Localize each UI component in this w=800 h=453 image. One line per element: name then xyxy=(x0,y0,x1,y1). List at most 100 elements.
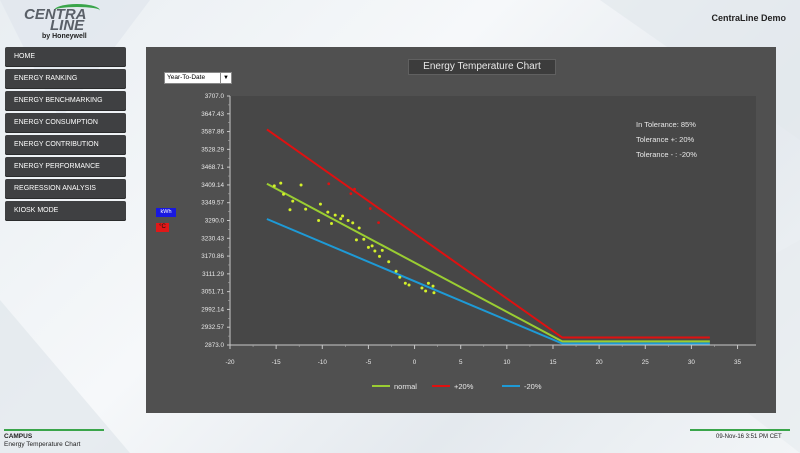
footer-subtitle: Energy Temperature Chart xyxy=(4,441,81,448)
data-point xyxy=(326,210,330,214)
y-tick-label: 3647.43 xyxy=(201,111,224,118)
x-tick-label: -5 xyxy=(366,359,372,366)
footer-campus: CAMPUS xyxy=(4,433,33,440)
data-point xyxy=(346,219,350,222)
data-point xyxy=(351,221,355,225)
centraline-logo: CENTRA LINE by Honeywell xyxy=(18,4,118,44)
x-tick-label: -10 xyxy=(318,359,328,366)
data-point xyxy=(333,213,337,217)
logo-subtitle: by Honeywell xyxy=(42,33,87,40)
series-line-20 xyxy=(266,218,710,345)
y-tick-label: 3230.43 xyxy=(201,235,224,242)
series-line-20 xyxy=(266,128,710,339)
series-line-normal xyxy=(266,182,710,343)
data-point xyxy=(339,217,343,221)
data-point-outlier xyxy=(353,187,356,191)
energy-temperature-chart: 2873.0 2932.57 2992.14 3051.71 3111.29 3170.8… xyxy=(201,93,756,391)
x-tick-label: 20 xyxy=(596,359,604,366)
data-point xyxy=(377,254,381,258)
x-tick-label: -15 xyxy=(272,359,282,366)
y-tick-label: 3409.14 xyxy=(201,182,224,189)
x-tick-label: -20 xyxy=(225,359,235,366)
footer-timestamp: 09-Nov-16 3:51 PM CET xyxy=(716,434,782,440)
y-tick-label: 3707.0 xyxy=(205,93,225,100)
y-tick-label: 3111.29 xyxy=(202,271,224,278)
y-tick-label: 3587.86 xyxy=(201,129,224,136)
sidebar-item-home[interactable]: HOME xyxy=(5,47,126,67)
y-tick-label: 3349.57 xyxy=(201,200,224,207)
y-tick-label: 3051.71 xyxy=(201,289,224,296)
data-point xyxy=(318,202,322,206)
data-point xyxy=(380,248,384,252)
data-point xyxy=(357,226,361,230)
footer-divider-right xyxy=(690,429,790,431)
x-tick-label: 25 xyxy=(642,359,650,366)
data-point xyxy=(403,281,407,285)
sidebar-item-energy-consumption[interactable]: ENERGY CONSUMPTION xyxy=(5,113,126,133)
chevron-down-icon[interactable]: ▼ xyxy=(220,73,231,83)
data-point xyxy=(420,286,424,290)
sidebar-item-energy-ranking[interactable]: ENERGY RANKING xyxy=(5,69,126,89)
logo-text-top: CENTRA xyxy=(24,6,87,23)
data-point xyxy=(354,238,358,242)
x-tick-label: 5 xyxy=(459,359,463,366)
x-tick-label: 30 xyxy=(688,359,696,366)
panel-title: Energy Temperature Chart xyxy=(408,59,556,75)
tolerance-stat: In Tolerance: 85% xyxy=(636,120,696,129)
data-point xyxy=(387,260,391,264)
x-tick-label: 15 xyxy=(549,359,557,366)
y-tick-label: 3468.71 xyxy=(201,164,224,171)
data-point-outlier xyxy=(349,192,353,196)
data-point xyxy=(279,181,283,185)
data-point xyxy=(366,245,370,249)
logo-text-bottom: LINE xyxy=(50,17,85,34)
unit-temp-badge: °C xyxy=(156,223,169,232)
sidebar-item-kiosk-mode[interactable]: KIOSK MODE xyxy=(5,201,126,221)
app-title: CentraLine Demo xyxy=(711,13,786,23)
legend-label: +20% xyxy=(454,382,474,391)
data-point xyxy=(272,184,276,188)
y-tick-label: 2992.14 xyxy=(201,306,224,313)
data-point xyxy=(288,208,292,212)
data-point-outlier xyxy=(377,221,380,224)
period-select-value: Year-To-Date xyxy=(167,74,206,81)
data-point xyxy=(373,249,377,253)
data-point xyxy=(299,183,303,187)
data-point xyxy=(424,289,428,293)
y-tick-label: 3290.0 xyxy=(205,218,225,225)
data-point xyxy=(317,219,321,222)
data-point xyxy=(362,237,366,241)
data-point xyxy=(394,269,398,273)
x-tick-label: 0 xyxy=(413,359,417,366)
y-tick-label: 3170.86 xyxy=(201,253,224,260)
y-tick-label: 2932.57 xyxy=(201,324,224,331)
data-point-outlier xyxy=(368,207,372,210)
period-select[interactable]: Year-To-Date ▼ xyxy=(164,72,232,84)
legend-label: normal xyxy=(394,382,417,391)
data-point xyxy=(330,221,334,225)
sidebar-item-regression-analysis[interactable]: REGRESSION ANALYSIS xyxy=(5,179,126,199)
y-tick-label: 3528.29 xyxy=(201,146,224,153)
data-point xyxy=(432,291,436,295)
x-tick-label: 35 xyxy=(734,359,742,366)
tolerance-stat: Tolerance +: 20% xyxy=(636,135,694,144)
y-tick-label: 2873.0 xyxy=(205,342,225,349)
logo-swoosh-icon xyxy=(54,4,100,17)
x-tick-label: 10 xyxy=(503,359,511,366)
data-point-outlier xyxy=(327,182,331,186)
sidebar-item-energy-contribution[interactable]: ENERGY CONTRIBUTION xyxy=(5,135,126,155)
tolerance-stat: Tolerance - : -20% xyxy=(636,150,697,159)
sidebar-item-energy-performance[interactable]: ENERGY PERFORMANCE xyxy=(5,157,126,177)
data-point xyxy=(291,199,295,203)
data-point xyxy=(398,275,402,279)
data-point xyxy=(431,284,435,288)
data-point xyxy=(341,214,345,218)
plot-area xyxy=(230,96,756,345)
footer-divider-left xyxy=(4,429,104,431)
sidebar-nav: HOME ENERGY RANKING ENERGY BENCHMARKING … xyxy=(5,47,126,223)
sidebar-item-energy-benchmarking[interactable]: ENERGY BENCHMARKING xyxy=(5,91,126,111)
unit-energy-badge: kWh xyxy=(156,208,176,217)
data-point xyxy=(407,283,411,287)
data-point xyxy=(370,244,374,248)
legend-label: -20% xyxy=(524,382,542,391)
